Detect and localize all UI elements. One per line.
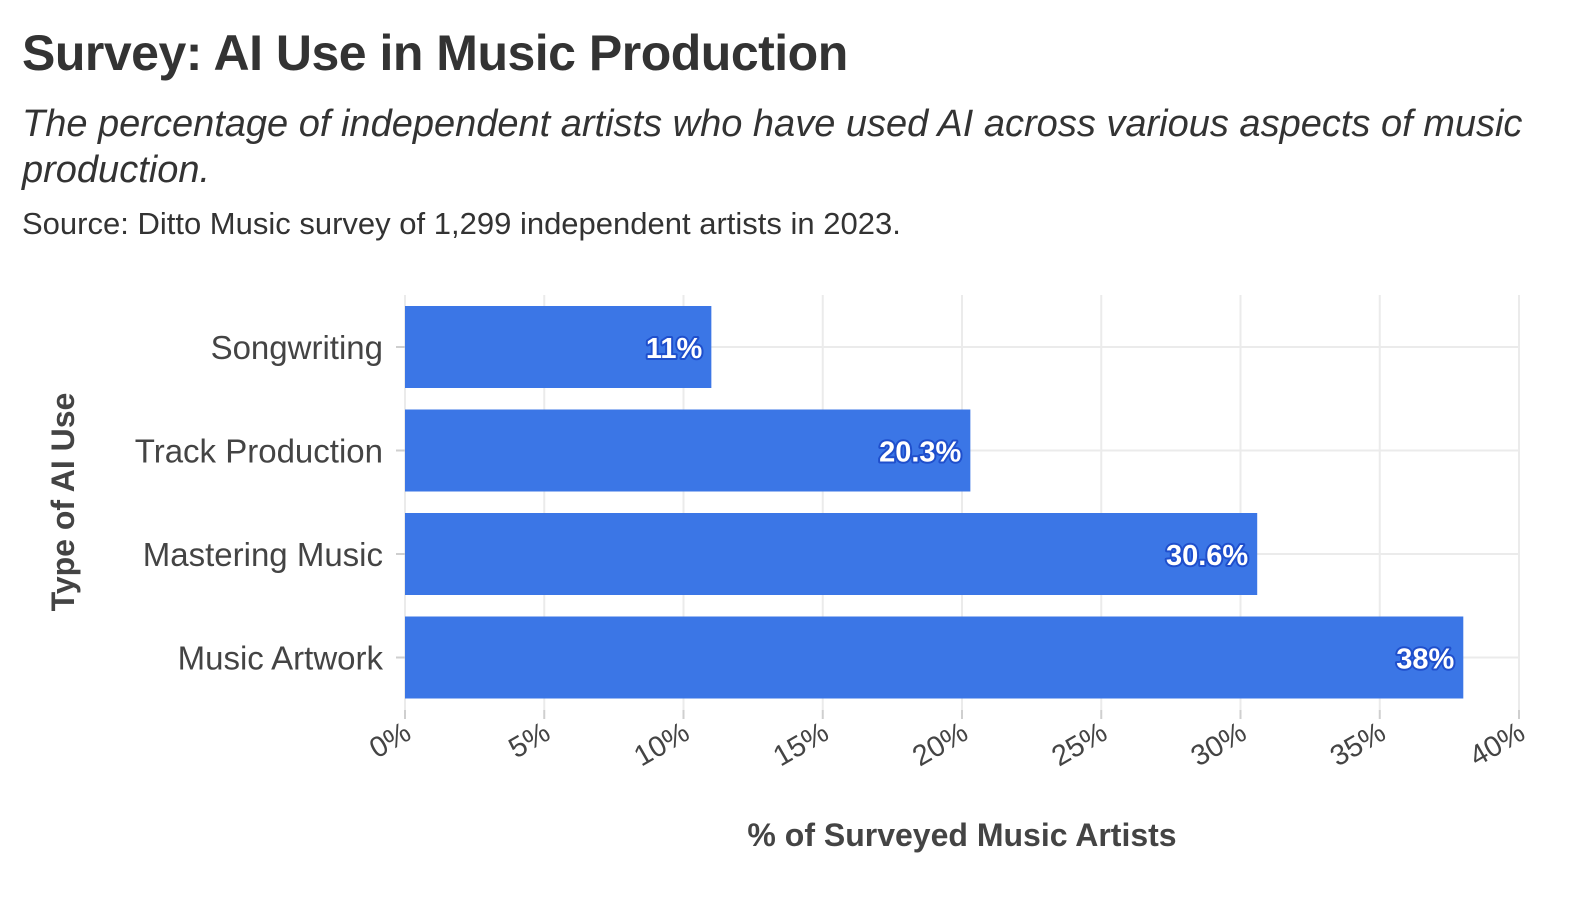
x-axis-title: % of Surveyed Music Artists xyxy=(747,817,1176,853)
bar xyxy=(405,306,712,388)
x-tick-label: 15% xyxy=(768,716,834,773)
y-axis-ticks: Songwriting Track Production Mastering Mus… xyxy=(135,329,384,677)
bars: 11% 20.3% 30.6% 38% xyxy=(405,306,1464,699)
bar xyxy=(405,513,1258,595)
bar-value-label: 20.3% xyxy=(879,437,961,469)
x-tick-label: 5% xyxy=(503,716,555,765)
bar xyxy=(405,616,1464,699)
x-tick-label: 0% xyxy=(364,716,416,765)
x-tick-label: 35% xyxy=(1325,716,1391,773)
x-tick-label: 20% xyxy=(907,716,973,773)
chart-caption: Source: Ditto Music survey of 1,299 inde… xyxy=(22,206,901,241)
y-axis-title: Type of AI Use xyxy=(45,393,81,612)
x-tick-label: 10% xyxy=(629,716,695,773)
y-tick-label: Songwriting xyxy=(211,329,383,366)
bar-value-label: 11% xyxy=(646,333,703,365)
bar xyxy=(405,409,971,492)
y-tick-label: Music Artwork xyxy=(178,640,384,677)
chart-subtitle: The percentage of independent artists wh… xyxy=(22,103,1523,191)
x-axis-ticks: 0% 5% 10% 15% 20% 25% 30% 35% 40% xyxy=(364,716,1530,773)
x-tick-label: 25% xyxy=(1046,716,1112,773)
chart-title: Survey: AI Use in Music Production xyxy=(22,25,848,81)
y-tick-label: Mastering Music xyxy=(143,536,383,573)
bar-value-label: 38% xyxy=(1396,644,1454,676)
y-tick-label: Track Production xyxy=(135,433,383,470)
x-tick-label: 30% xyxy=(1186,716,1252,773)
x-tick-label: 40% xyxy=(1464,716,1530,773)
bar-value-label: 30.6% xyxy=(1166,540,1248,572)
